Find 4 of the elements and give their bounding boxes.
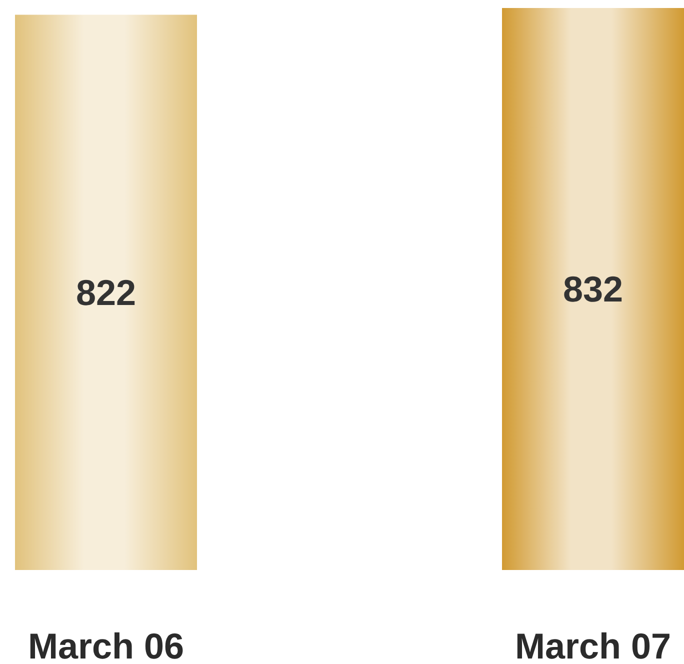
data-label: 832 [562,268,624,310]
x-tick-label: March 07 [514,626,672,664]
x-tick-label: March 06 [28,626,184,664]
data-label: 822 [76,272,136,313]
